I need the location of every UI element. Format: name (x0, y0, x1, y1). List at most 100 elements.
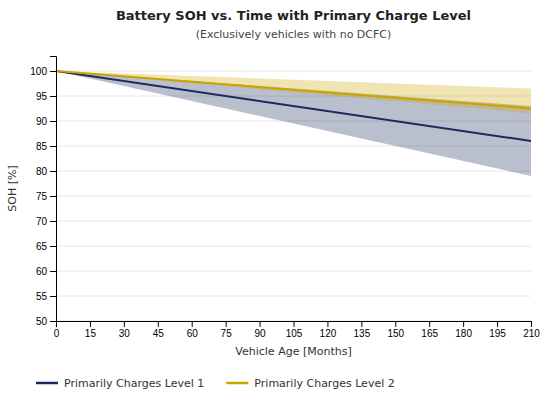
tick-label: 180 (455, 328, 472, 339)
tick-mark (327, 321, 328, 327)
y-axis-title: SOH [%] (6, 165, 19, 211)
tick: 75 (221, 321, 233, 339)
tick-label: 45 (153, 328, 165, 339)
tick: 105 (286, 321, 303, 339)
line (56, 71, 531, 141)
legend-item: Primarily Charges Level 1 (36, 377, 204, 390)
title: Battery SOH vs. Time with Primary Charge… (116, 8, 471, 23)
tick: 165 (421, 321, 438, 339)
tick: 70 (36, 216, 56, 227)
legend: Primarily Charges Level 1 Primarily Charg… (36, 377, 395, 390)
tick-mark (395, 321, 396, 327)
tick-mark (90, 321, 91, 327)
tick: 150 (387, 321, 404, 339)
tick-label: 90 (36, 116, 48, 127)
legend-swatch (226, 382, 248, 385)
tick-mark (50, 321, 56, 322)
tick-label: 55 (36, 291, 48, 302)
tick: 45 (153, 321, 165, 339)
tick: 60 (187, 321, 199, 339)
y-axis: 50 55 60 65 70 75 80 85 90 95 100 (30, 57, 56, 327)
tick-label: 0 (54, 328, 60, 339)
tick: 90 (255, 321, 267, 339)
tick-label: 100 (30, 66, 47, 77)
tick: 80 (36, 166, 56, 177)
tick-label: 60 (36, 266, 48, 277)
tick-mark (50, 96, 56, 97)
x-axis-title: Vehicle Age [Months] (235, 345, 351, 358)
line (56, 71, 531, 109)
tick-label: 70 (36, 216, 48, 227)
tick-label: 60 (187, 328, 199, 339)
grid-line (56, 296, 531, 297)
axis-line (50, 57, 57, 322)
tick: 100 (30, 66, 56, 77)
band (56, 71, 531, 176)
tick: 210 (523, 321, 540, 339)
legend-swatch (36, 382, 58, 385)
tick-mark (497, 321, 498, 327)
axis-line (57, 322, 532, 328)
tick-label: 120 (320, 328, 337, 339)
tick-mark (124, 321, 125, 327)
tick-mark (50, 71, 56, 72)
tick: 50 (36, 316, 56, 327)
plot: 0153045607590105120135150165180195210505… (6, 57, 540, 359)
tick: 90 (36, 116, 56, 127)
tick-label: 90 (255, 328, 267, 339)
tick-label: 150 (387, 328, 404, 339)
tick-label: 210 (523, 328, 540, 339)
tick: 120 (320, 321, 337, 339)
legend-label: Primarily Charges Level 2 (254, 377, 394, 390)
tick: 60 (36, 266, 56, 277)
band (56, 71, 531, 114)
legend-item: Primarily Charges Level 2 (226, 377, 394, 390)
tick-label: 75 (221, 328, 233, 339)
tick-label: 195 (489, 328, 506, 339)
x-axis: 0 15 30 45 60 75 90 105 120 135 150 165 180 195 210 (54, 321, 541, 339)
tick-label: 85 (36, 141, 48, 152)
tick-mark (429, 321, 430, 327)
tick: 75 (36, 191, 56, 202)
tick-label: 15 (85, 328, 97, 339)
tick: 180 (455, 321, 472, 339)
tick-label: 80 (36, 166, 48, 177)
tick-mark (50, 121, 56, 122)
tick-mark (50, 196, 56, 197)
legend-label: Primarily Charges Level 1 (64, 377, 204, 390)
tick-mark (361, 321, 362, 327)
tick-mark (260, 321, 261, 327)
grid-line (56, 196, 531, 197)
tick-mark (50, 246, 56, 247)
grid-line (56, 221, 531, 222)
tick: 65 (36, 241, 56, 252)
tick-mark (192, 321, 193, 327)
tick-mark (50, 221, 56, 222)
tick-label: 65 (36, 241, 48, 252)
tick-mark (531, 321, 532, 327)
grid (56, 71, 531, 321)
subtitle: (Exclusively vehicles with no DCFC) (196, 28, 392, 41)
tick: 195 (489, 321, 506, 339)
tick-mark (50, 296, 56, 297)
tick: 135 (354, 321, 371, 339)
tick-label: 50 (36, 316, 48, 327)
tick-label: 135 (354, 328, 371, 339)
tick-label: 30 (119, 328, 131, 339)
tick-label: 75 (36, 191, 48, 202)
tick: 15 (85, 321, 97, 339)
tick-mark (294, 321, 295, 327)
tick-mark (226, 321, 227, 327)
tick: 95 (36, 91, 56, 102)
grid-line (56, 71, 531, 72)
tick-label: 95 (36, 91, 48, 102)
grid-line (56, 271, 531, 272)
tick-label: 165 (421, 328, 438, 339)
tick-mark (50, 271, 56, 272)
tick-mark (463, 321, 464, 327)
grid-line (56, 246, 531, 247)
tick-label: 105 (286, 328, 303, 339)
tick: 0 (54, 321, 60, 339)
chart: 0153045607590105120135150165180195210505… (0, 0, 553, 399)
tick: 85 (36, 141, 56, 152)
